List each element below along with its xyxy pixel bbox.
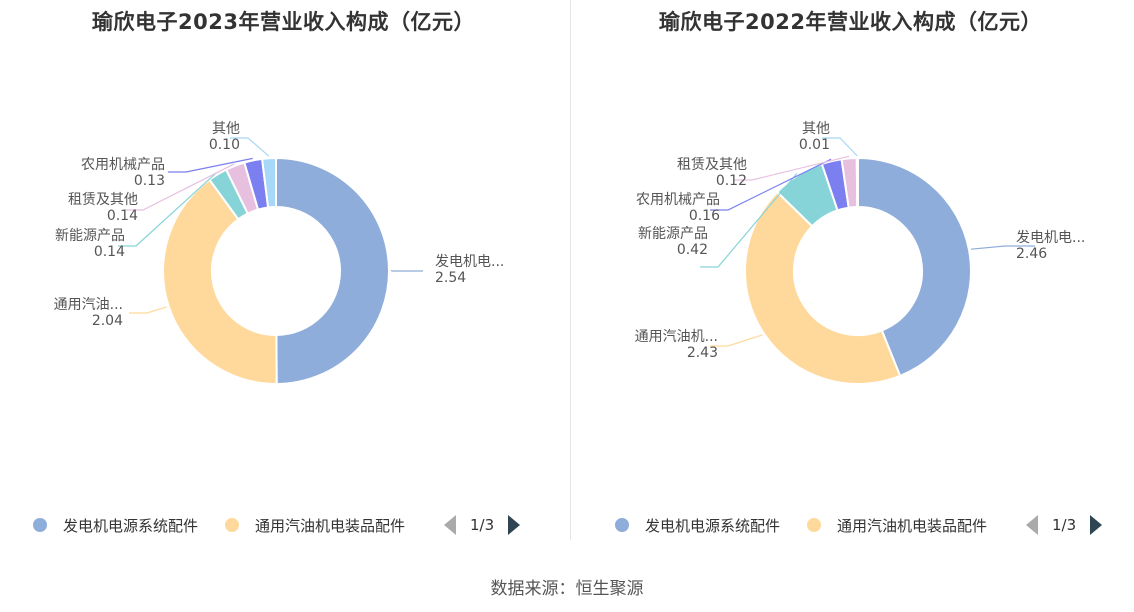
donut-slice--[interactable] (857, 156, 972, 378)
legend-item-gasoline[interactable]: 通用汽油机电装品配件 (225, 512, 405, 538)
slice-label-name--: 通用汽油机... (635, 329, 718, 345)
slice-label-name--: 通用汽油... (54, 297, 123, 313)
chart-panel-2023: 瑜欣电子2023年营业收入构成（亿元） 发电机电... 2.54 通用汽油... 2.… (0, 0, 567, 545)
pager-prev-icon[interactable] (1026, 515, 1038, 535)
legend-label-generator: 发电机电源系统配件 (63, 516, 199, 535)
leader-line-- (970, 245, 1035, 250)
legend-dot-generator (33, 518, 47, 532)
leader-line-- (129, 306, 167, 314)
legend-item-gasoline[interactable]: 通用汽油机电装品配件 (807, 512, 987, 538)
chart-title-2022: 瑜欣电子2022年营业收入构成（亿元） (659, 10, 1042, 34)
donut-chart-2022: 发电机电...2.46通用汽油机...2.43新能源产品0.42农用机械产品0.… (635, 121, 1085, 385)
donut-slice--[interactable] (260, 156, 277, 209)
donut-slice--[interactable] (855, 156, 859, 209)
leader-line-- (230, 137, 270, 157)
legend-label-generator: 发电机电源系统配件 (645, 516, 781, 535)
slice-label-value--: 2.54 (435, 270, 466, 286)
panel-divider (570, 0, 571, 540)
slice-label-name--: 租赁及其他 (68, 192, 138, 208)
slice-label-name--: 发电机电... (1016, 230, 1085, 246)
slice-label-value--: 0.14 (107, 208, 138, 224)
leader-line-- (700, 173, 798, 268)
leader-line-- (710, 334, 763, 347)
legend-2022: 发电机电源系统配件 通用汽油机电装品配件 1/3 (567, 512, 1134, 538)
donut-slice--[interactable] (275, 156, 390, 386)
slice-label-name--: 新能源产品 (55, 228, 125, 244)
slice-label-name--: 农用机械产品 (81, 157, 165, 173)
slice-label-value--: 2.43 (687, 345, 718, 361)
slice-label-value--: 0.12 (716, 173, 747, 189)
donut-slice--[interactable] (162, 178, 278, 385)
donut-chart-2023: 发电机电...2.54通用汽油...2.04新能源产品0.14租赁及其他0.14… (54, 121, 504, 386)
leader-line-- (710, 158, 832, 211)
leader-line-- (734, 155, 850, 181)
slice-label-value--: 0.13 (134, 173, 165, 189)
slice-label-name--: 租赁及其他 (677, 157, 747, 173)
legend-pager-2022: 1/3 (1026, 512, 1103, 538)
slice-label-value--: 2.46 (1016, 246, 1047, 262)
slice-label-value--: 0.01 (799, 137, 830, 153)
donut-slice--[interactable] (744, 190, 902, 385)
legend-item-generator[interactable]: 发电机电源系统配件 (33, 512, 198, 538)
legend-2023: 发电机电源系统配件 通用汽油机电装品配件 1/3 (0, 512, 567, 538)
slice-label-name--: 发电机电... (435, 254, 504, 270)
pager-next-icon[interactable] (508, 515, 521, 535)
data-source: 数据来源：恒生聚源 (490, 579, 644, 599)
leader-line-- (125, 163, 235, 211)
legend-dot-generator (615, 518, 629, 532)
legend-pager-2023: 1/3 (444, 512, 521, 538)
pager-text: 1/3 (1052, 516, 1077, 534)
chart-title-2023: 瑜欣电子2023年营业收入构成（亿元） (92, 10, 475, 34)
leader-line-- (168, 157, 253, 173)
slice-label-name--: 其他 (212, 121, 240, 137)
pager-text: 1/3 (470, 516, 495, 534)
slice-label-value--: 2.04 (92, 313, 123, 329)
leader-line-- (118, 172, 217, 247)
slice-label-value--: 0.10 (209, 137, 240, 153)
legend-label-gasoline: 通用汽油机电装品配件 (837, 516, 988, 535)
slice-label-name--: 新能源产品 (638, 226, 708, 242)
slice-label-name--: 农用机械产品 (636, 192, 720, 208)
pager-prev-icon[interactable] (444, 515, 456, 535)
slice-label-value--: 0.14 (94, 244, 125, 260)
chart-panel-2022: 瑜欣电子2022年营业收入构成（亿元） 发电机电... 2.46 通用汽油机... 2… (567, 0, 1134, 545)
pager-next-icon[interactable] (1090, 515, 1103, 535)
slice-label-name--: 其他 (802, 121, 830, 137)
leader-line-- (822, 137, 858, 157)
legend-dot-gasoline (225, 518, 239, 532)
slice-label-value--: 0.42 (677, 242, 708, 258)
legend-dot-gasoline (807, 518, 821, 532)
legend-label-gasoline: 通用汽油机电装品配件 (255, 516, 406, 535)
slice-label-value--: 0.16 (689, 208, 720, 224)
legend-item-generator[interactable]: 发电机电源系统配件 (615, 512, 780, 538)
